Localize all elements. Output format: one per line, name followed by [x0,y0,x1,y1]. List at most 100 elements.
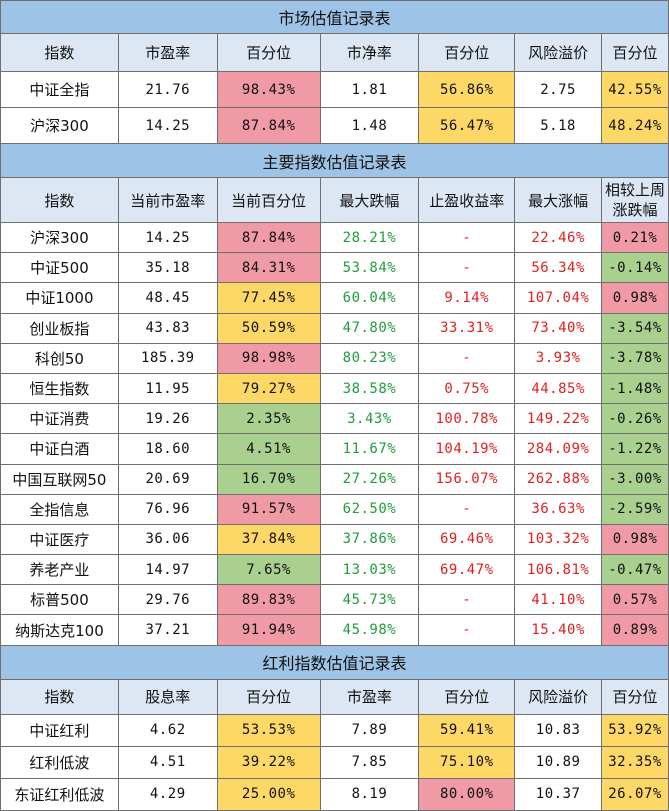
value-cell: 32.35% [601,745,669,779]
value-cell: 91.94% [216,614,321,646]
index-name-cell: 纳斯达克100 [0,614,119,646]
value-cell: 53.84% [319,252,420,284]
value-cell: 98.98% [216,342,321,374]
value-cell: 36.63% [514,493,603,525]
main-index-table-title: 主要指数估值记录表 [0,143,669,178]
value-cell: 106.81% [514,554,603,586]
main-index-table-row: 恒生指数 11.95 79.27% 38.58% 0.75% 44.85% -1.48% [0,372,669,405]
value-cell: 4.51% [216,433,321,465]
market-header-row: 指数 市盈率 百分位 市净率 百分位 风险溢价 百分位 [0,33,669,72]
index-name-cell: 东证红利低波 [0,777,119,811]
dividend-header-cell: 风险溢价 [514,678,603,715]
value-cell: 262.88% [514,463,603,495]
dividend-header-cell: 百分位 [418,678,516,715]
value-cell: 13.03% [319,554,420,586]
main-index-header-cell: 最大涨幅 [514,177,603,223]
market-header-cell: 风险溢价 [514,33,603,72]
market-table-row: 沪深300 14.25 87.84% 1.48 56.47% 5.18 48.24% [0,107,669,144]
value-cell: 25.00% [216,777,321,811]
value-cell: 100.78% [418,403,516,435]
value-cell: 0.75% [418,372,516,405]
value-cell: 75.10% [418,745,516,779]
value-cell: -3.78% [601,342,669,374]
index-name-cell: 科创50 [0,342,119,374]
value-cell: 28.21% [319,221,420,254]
value-cell: 29.76 [117,584,218,616]
value-cell: 2.35% [216,403,321,435]
value-cell: 1.48 [319,107,420,144]
value-cell: 77.45% [216,282,321,314]
value-cell: 10.89 [514,745,603,779]
value-cell: 27.26% [319,463,420,495]
value-cell: 39.22% [216,745,321,779]
value-cell: 56.34% [514,252,603,284]
value-cell: 79.27% [216,372,321,405]
value-cell: -0.26% [601,403,669,435]
value-cell: 47.80% [319,312,420,344]
value-cell: 1.81 [319,71,420,108]
main-index-header-cell: 最大跌幅 [319,177,420,223]
main-index-header-cell: 当前百分位 [216,177,321,223]
market-table-title: 市场估值记录表 [0,0,669,34]
value-cell: 14.25 [117,221,218,254]
index-name-cell: 标普500 [0,584,119,616]
index-name-cell: 中证医疗 [0,523,119,556]
market-header-cell: 市盈率 [117,33,218,72]
index-name-cell: 恒生指数 [0,372,119,405]
value-cell: 38.58% [319,372,420,405]
market-table-row: 中证全指 21.76 98.43% 1.81 56.86% 2.75 42.55% [0,71,669,108]
value-cell: -1.22% [601,433,669,465]
main-index-table-row: 纳斯达克100 37.21 91.94% 45.98% -15.40% 0.89% [0,614,669,646]
dividend-header-row: 指数 股息率 百分位 市盈率 百分位 风险溢价 百分位 [0,678,669,715]
market-header-cell: 指数 [0,33,119,72]
value-cell: 7.65% [216,554,321,586]
index-name-cell: 中证红利 [0,713,119,747]
value-cell: 60.04% [319,282,420,314]
value-cell: -0.47% [601,554,669,586]
main-index-table-row: 中证医疗 36.06 37.84% 37.86% 69.46% 103.32% 0.98% [0,523,669,556]
value-cell: 48.24% [601,107,669,144]
value-cell: 69.47% [418,554,516,586]
value-cell: 87.84% [216,107,321,144]
value-cell: 56.86% [418,71,516,108]
main-index-header-cell: 指数 [0,177,119,223]
value-cell: 149.22% [514,403,603,435]
index-name-cell: 中证全指 [0,71,119,108]
main-index-title-row: 主要指数估值记录表 [0,143,669,178]
index-name-cell: 沪深300 [0,221,119,254]
value-cell: 53.92% [601,713,669,747]
value-cell: 107.04% [514,282,603,314]
value-cell: 84.31% [216,252,321,284]
value-cell: 45.98% [319,614,420,646]
value-cell: -3.00% [601,463,669,495]
dividend-header-cell: 百分位 [601,678,669,715]
value-cell: 156.07% [418,463,516,495]
value-cell: 0.98% [601,282,669,314]
value-cell: 14.25 [117,107,218,144]
value-cell: 35.18 [117,252,218,284]
market-header-cell: 百分位 [418,33,516,72]
dividend-table-title: 红利指数估值记录表 [0,644,669,680]
main-index-table-row: 中国互联网50 20.69 16.70% 27.26% 156.07% 262.88% -3… [0,463,669,495]
value-cell: 10.83 [514,713,603,747]
value-cell: 284.09% [514,433,603,465]
main-index-table-row: 沪深300 14.25 87.84% 28.21% -22.46% 0.21% [0,221,669,254]
value-cell: -3.54% [601,312,669,344]
value-cell: 4.51 [117,745,218,779]
value-cell: 9.14% [418,282,516,314]
value-cell: 0.98% [601,523,669,556]
value-cell: 37.21 [117,614,218,646]
dividend-title-row: 红利指数估值记录表 [0,644,669,680]
value-cell: 0.21% [601,221,669,254]
value-cell: 45.73% [319,584,420,616]
value-cell: -0.14% [601,252,669,284]
main-index-table-row: 中证消费 19.26 2.35% 3.43% 100.78% 149.22% -0.26% [0,403,669,435]
index-name-cell: 红利低波 [0,745,119,779]
value-cell: 36.06 [117,523,218,556]
main-index-table-row: 全指信息 76.96 91.57% 62.50% -36.63% -2.59% [0,493,669,525]
main-index-table-row: 中证白酒 18.60 4.51% 11.67% 104.19% 284.09% -1.22% [0,433,669,465]
value-cell: 15.40% [514,614,603,646]
value-cell: 37.86% [319,523,420,556]
index-name-cell: 中证1000 [0,282,119,314]
